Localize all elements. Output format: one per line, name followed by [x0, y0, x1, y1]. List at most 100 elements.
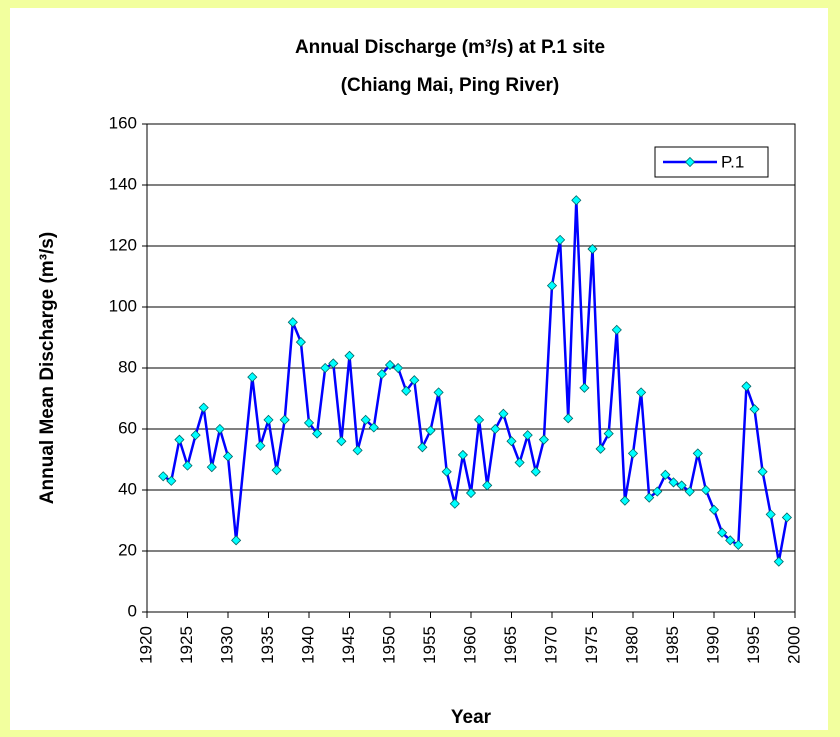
x-tick-label: 1970 — [541, 626, 560, 664]
x-tick-label: 2000 — [784, 626, 803, 664]
data-marker — [384, 359, 396, 371]
data-marker — [295, 337, 306, 348]
data-marker — [433, 387, 444, 398]
data-marker — [449, 498, 460, 509]
data-marker — [490, 423, 501, 435]
data-marker — [360, 414, 371, 425]
data-marker — [206, 462, 217, 473]
data-marker — [757, 466, 768, 477]
data-marker — [352, 445, 363, 456]
data-marker — [417, 442, 428, 453]
data-marker — [717, 527, 728, 538]
x-tick-label: 1925 — [177, 626, 196, 664]
data-marker — [579, 382, 590, 393]
data-marker — [627, 448, 639, 459]
data-marker — [676, 480, 687, 491]
y-tick-label: 80 — [118, 357, 137, 376]
data-marker — [522, 430, 533, 441]
data-marker — [498, 408, 509, 419]
y-tick-label: 20 — [118, 540, 137, 559]
data-marker — [725, 535, 736, 546]
data-marker — [303, 417, 315, 428]
data-marker — [773, 556, 784, 567]
data-marker — [166, 475, 177, 486]
data-marker — [636, 387, 647, 398]
data-marker — [482, 480, 493, 491]
chart-subtitle: (Chiang Mai, Ping River) — [341, 75, 560, 96]
data-marker — [563, 413, 574, 424]
x-tick-label: 1980 — [622, 626, 641, 664]
data-marker — [733, 539, 744, 550]
data-marker — [247, 372, 258, 383]
data-marker — [595, 443, 606, 454]
data-marker — [214, 423, 225, 435]
data-marker — [668, 477, 679, 488]
x-tick-label: 1990 — [703, 626, 722, 664]
data-marker — [474, 414, 485, 425]
data-marker — [182, 460, 193, 471]
data-marker — [287, 317, 298, 328]
data-marker — [684, 486, 695, 497]
data-marker — [271, 465, 282, 476]
y-tick-label: 60 — [118, 418, 137, 437]
data-marker — [231, 535, 242, 546]
x-tick-label: 1930 — [217, 626, 236, 664]
data-marker — [530, 466, 541, 477]
chart-title: Annual Discharge (m³/s) at P.1 site — [295, 37, 605, 58]
data-marker — [328, 358, 339, 369]
y-axis-title: Annual Mean Discharge (m³/s) — [37, 232, 58, 504]
data-marker — [692, 448, 703, 459]
data-marker — [765, 509, 776, 520]
data-marker — [506, 436, 517, 447]
legend-marker — [684, 156, 696, 168]
data-marker — [587, 243, 598, 255]
x-tick-label: 1920 — [136, 626, 155, 664]
data-marker — [571, 195, 582, 206]
data-marker — [619, 495, 630, 506]
y-tick-label: 0 — [128, 601, 137, 620]
data-marker — [538, 434, 549, 445]
data-marker — [700, 484, 711, 496]
x-tick-label: 1965 — [501, 626, 520, 664]
y-tick-label: 40 — [118, 479, 137, 498]
y-tick-label: 140 — [109, 174, 137, 193]
y-tick-label: 120 — [109, 235, 137, 254]
chart-panel — [10, 8, 828, 730]
data-marker — [457, 449, 468, 460]
data-marker — [546, 280, 558, 291]
data-marker — [603, 428, 614, 439]
data-marker — [652, 486, 663, 497]
data-marker — [158, 471, 169, 482]
data-marker — [781, 512, 792, 523]
data-marker — [611, 324, 622, 335]
data-marker — [368, 422, 379, 433]
x-tick-label: 1985 — [663, 626, 682, 664]
data-marker — [393, 362, 404, 374]
x-tick-label: 1975 — [582, 626, 601, 664]
data-marker — [514, 457, 525, 468]
data-marker — [320, 362, 331, 374]
data-marker — [344, 350, 355, 361]
data-marker — [376, 369, 387, 380]
data-marker — [263, 414, 274, 425]
data-marker — [465, 487, 477, 499]
data-marker — [660, 469, 671, 480]
data-marker — [174, 434, 185, 445]
x-tick-label: 1950 — [379, 626, 398, 664]
legend-label: P.1 — [721, 152, 744, 171]
data-marker — [708, 504, 720, 515]
data-marker — [409, 375, 420, 386]
x-tick-label: 1955 — [420, 626, 439, 664]
y-tick-label: 100 — [109, 296, 137, 315]
data-marker — [312, 428, 323, 439]
data-marker — [255, 440, 266, 451]
x-tick-label: 1940 — [298, 626, 317, 664]
x-tick-label: 1935 — [258, 626, 277, 664]
data-marker — [644, 492, 655, 503]
data-marker — [336, 436, 347, 447]
plot-frame — [146, 123, 796, 613]
data-marker — [190, 430, 201, 441]
data-marker — [741, 381, 752, 392]
